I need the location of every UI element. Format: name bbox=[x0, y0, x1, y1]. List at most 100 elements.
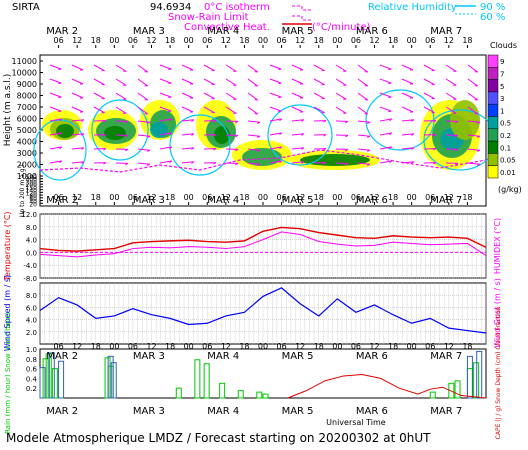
wind-arrow-head bbox=[256, 121, 261, 124]
wind-arrow-head bbox=[256, 163, 261, 166]
wind-arrow bbox=[159, 146, 172, 150]
wind-arrow bbox=[467, 120, 480, 123]
legend-value: 7 bbox=[500, 70, 504, 78]
hour-label: 18 bbox=[314, 36, 324, 45]
wind-arrow bbox=[49, 132, 62, 136]
wind-arrow-head bbox=[235, 120, 239, 124]
wind-arrow bbox=[49, 106, 62, 112]
legend-swatch bbox=[487, 91, 499, 105]
hour-label: 18 bbox=[462, 342, 472, 351]
hour-label: 00 bbox=[332, 342, 342, 351]
height-tick: 300 bbox=[26, 179, 38, 186]
day-label: MAR 3 bbox=[133, 351, 165, 362]
day-label: MAR 5 bbox=[282, 406, 314, 417]
hour-label: 18 bbox=[388, 36, 398, 45]
wind-arrow bbox=[291, 161, 304, 164]
wind-arrow-head bbox=[81, 147, 85, 150]
wind-arrow-head bbox=[125, 120, 129, 124]
wind-arrow bbox=[313, 78, 325, 86]
wind-arrow bbox=[467, 148, 480, 151]
hour-label: 18 bbox=[239, 193, 249, 202]
rain-bar bbox=[219, 382, 226, 399]
hour-label: 18 bbox=[91, 342, 101, 351]
hour-label: 06 bbox=[202, 36, 212, 45]
temperature-tick: 4.0 bbox=[26, 237, 37, 245]
cape-series bbox=[287, 373, 487, 399]
wind-arrow bbox=[225, 106, 237, 114]
cloud-area bbox=[242, 148, 282, 166]
wind-arrow bbox=[291, 92, 304, 99]
snow-bar bbox=[107, 355, 114, 399]
snow-bar bbox=[476, 350, 483, 399]
wind-arrow bbox=[181, 161, 194, 164]
legend-value: 0.2 bbox=[500, 132, 511, 140]
rh-label: Relative Humidity bbox=[368, 2, 457, 13]
day-label: MAR 5 bbox=[282, 195, 314, 206]
wind-arrow bbox=[247, 106, 259, 115]
height-tick: 400 bbox=[26, 177, 38, 184]
hour-label: 12 bbox=[221, 36, 231, 45]
legend-value: 0.1 bbox=[500, 144, 511, 152]
wind-arrow-head bbox=[455, 162, 459, 166]
wind-arrow-head bbox=[279, 118, 283, 122]
wind-arrow-head bbox=[323, 120, 327, 123]
precip-tick: 0.8 bbox=[26, 356, 37, 364]
hour-label: 06 bbox=[276, 193, 286, 202]
temperature-tick: -8.0 bbox=[23, 275, 37, 283]
wind-arrow-head bbox=[125, 134, 129, 138]
wind-arrow bbox=[49, 78, 62, 84]
wind-arrow bbox=[379, 132, 392, 136]
rh-contour bbox=[169, 114, 231, 176]
wind-arrow-head bbox=[323, 162, 327, 165]
wind-arrow bbox=[203, 64, 215, 72]
hour-label: 18 bbox=[462, 193, 472, 202]
hour-label: 12 bbox=[72, 342, 82, 351]
wind-arrow bbox=[247, 162, 260, 165]
wind-arrow bbox=[357, 120, 370, 123]
wind-arrow bbox=[291, 133, 304, 136]
cloud-area bbox=[300, 154, 370, 166]
wind-arrow bbox=[467, 92, 479, 101]
wind-arrow bbox=[445, 78, 457, 86]
precip-tick: 0.6 bbox=[26, 366, 38, 374]
hour-label: 18 bbox=[388, 193, 398, 202]
wind-arrow bbox=[269, 160, 282, 164]
wind-arrow-head bbox=[81, 161, 85, 164]
hour-label: 12 bbox=[221, 342, 231, 351]
wind-arrow-head bbox=[323, 134, 327, 137]
wind-arrow-head bbox=[366, 149, 371, 152]
wind-arrow bbox=[137, 134, 150, 137]
wind-arrow bbox=[49, 118, 62, 122]
wind-tick: 8.0 bbox=[26, 292, 37, 300]
wind-arrow bbox=[137, 106, 149, 115]
wind-arrow bbox=[401, 147, 414, 150]
snow-legend-line bbox=[292, 15, 312, 21]
day-label: MAR 4 bbox=[207, 406, 239, 417]
hour-label: 18 bbox=[314, 342, 324, 351]
hour-label: 12 bbox=[72, 193, 82, 202]
wind-arrow bbox=[335, 106, 347, 114]
height-tick: 10000 bbox=[12, 69, 37, 78]
hour-label: 06 bbox=[351, 193, 361, 202]
hour-label: 00 bbox=[109, 342, 119, 351]
snow-rain-label: Snow-Rain Limit bbox=[168, 12, 249, 23]
wind-arrow bbox=[467, 64, 479, 73]
wind-arrow-head bbox=[411, 147, 415, 150]
wind-arrow bbox=[401, 161, 414, 164]
hour-label: 12 bbox=[444, 342, 454, 351]
wind-arrow bbox=[467, 106, 479, 115]
wind-arrow-head bbox=[455, 148, 459, 152]
hour-label: 00 bbox=[332, 193, 342, 202]
isotherm-label: 0°C isotherm bbox=[204, 2, 270, 13]
wind-arrow bbox=[357, 64, 369, 73]
hour-label: 18 bbox=[165, 36, 175, 45]
day-label: MAR 3 bbox=[133, 26, 165, 37]
hour-label: 00 bbox=[258, 193, 268, 202]
wind-arrow bbox=[379, 106, 392, 112]
hour-label: 12 bbox=[295, 36, 305, 45]
wind-arrow bbox=[379, 92, 392, 98]
height-tick: 8000 bbox=[17, 92, 37, 101]
hour-label: 06 bbox=[53, 193, 63, 202]
rain-bar bbox=[45, 353, 52, 399]
wind-arrow bbox=[71, 119, 84, 122]
